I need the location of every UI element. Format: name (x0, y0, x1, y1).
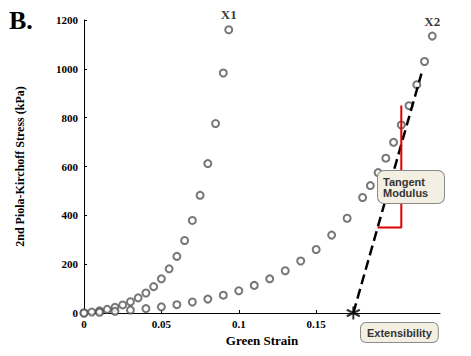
svg-text:X1: X1 (221, 7, 237, 22)
svg-text:0.05: 0.05 (152, 318, 172, 330)
svg-text:0.1: 0.1 (232, 318, 246, 330)
svg-text:1000: 1000 (56, 63, 79, 75)
svg-text:Green Strain: Green Strain (226, 333, 299, 348)
svg-text:200: 200 (62, 258, 79, 270)
svg-text:0.15: 0.15 (307, 318, 327, 330)
svg-text:2nd Piola-Kirchoff Stress (kPa: 2nd Piola-Kirchoff Stress (kPa) (13, 86, 27, 247)
svg-text:Extensibility: Extensibility (367, 327, 433, 339)
svg-text:400: 400 (62, 209, 79, 221)
svg-text:800: 800 (62, 112, 79, 124)
svg-text:Modulus: Modulus (383, 187, 428, 199)
svg-text:0: 0 (81, 318, 87, 330)
svg-text:600: 600 (62, 161, 79, 173)
svg-text:0: 0 (73, 307, 79, 319)
svg-text:Tangent: Tangent (383, 175, 428, 188)
svg-text:B.: B. (9, 6, 33, 35)
svg-text:1200: 1200 (56, 14, 79, 26)
svg-text:X2: X2 (424, 14, 440, 29)
